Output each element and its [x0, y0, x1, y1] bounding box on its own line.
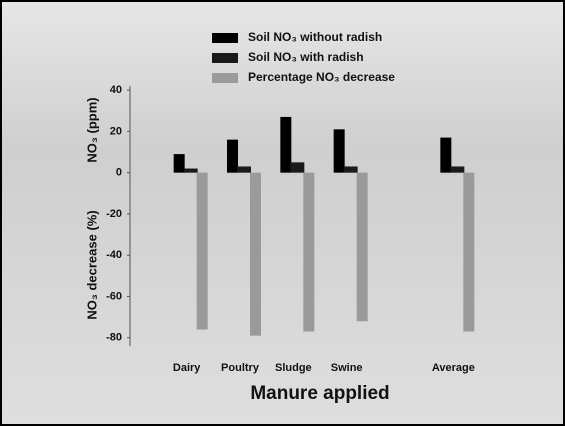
- y-tick-label: -40: [106, 249, 122, 261]
- bar: [227, 140, 238, 173]
- bar: [334, 129, 345, 172]
- y-tick-label: 20: [110, 125, 122, 137]
- y-tick-label: -20: [106, 208, 122, 220]
- bar: [250, 173, 261, 336]
- bar: [280, 117, 291, 173]
- x-tick-label: Poultry: [221, 362, 260, 374]
- bar: [303, 173, 314, 332]
- chart: Manure applied NO₃ (ppm) NO₃ decrease (%…: [0, 0, 565, 426]
- x-tick-label: Dairy: [173, 362, 201, 374]
- legend-text: Soil NO₃ with radish: [248, 50, 364, 64]
- y-axis-title: NO₃ (ppm): [84, 97, 99, 162]
- y-tick-label: 40: [110, 84, 122, 96]
- bar: [174, 154, 185, 173]
- y-tick-label: -80: [106, 332, 122, 344]
- x-tick-label: Swine: [331, 362, 363, 374]
- y-tick-label: 0: [116, 167, 122, 179]
- y-tick-label: -60: [106, 290, 122, 302]
- y-axis-title: NO₃ decrease (%): [84, 210, 99, 319]
- x-tick-label: Average: [432, 362, 475, 374]
- page: {"chart_data": {"type": "bar", "x_label"…: [0, 0, 565, 426]
- x-axis-title: Manure applied: [250, 383, 389, 404]
- x-tick-label: Sludge: [275, 362, 312, 374]
- bar: [344, 166, 358, 172]
- bar: [184, 169, 198, 173]
- bar: [440, 138, 451, 173]
- bar: [450, 166, 464, 172]
- legend-swatch: [212, 73, 238, 83]
- bar: [357, 173, 368, 322]
- bar: [237, 166, 251, 172]
- bar: [463, 173, 474, 332]
- legend-text: Percentage NO₃ decrease: [248, 70, 395, 84]
- legend-text: Soil NO₃ without radish: [248, 30, 382, 44]
- bar: [290, 162, 304, 172]
- legend-swatch: [212, 53, 238, 63]
- bar: [197, 173, 208, 330]
- legend-swatch: [212, 33, 238, 43]
